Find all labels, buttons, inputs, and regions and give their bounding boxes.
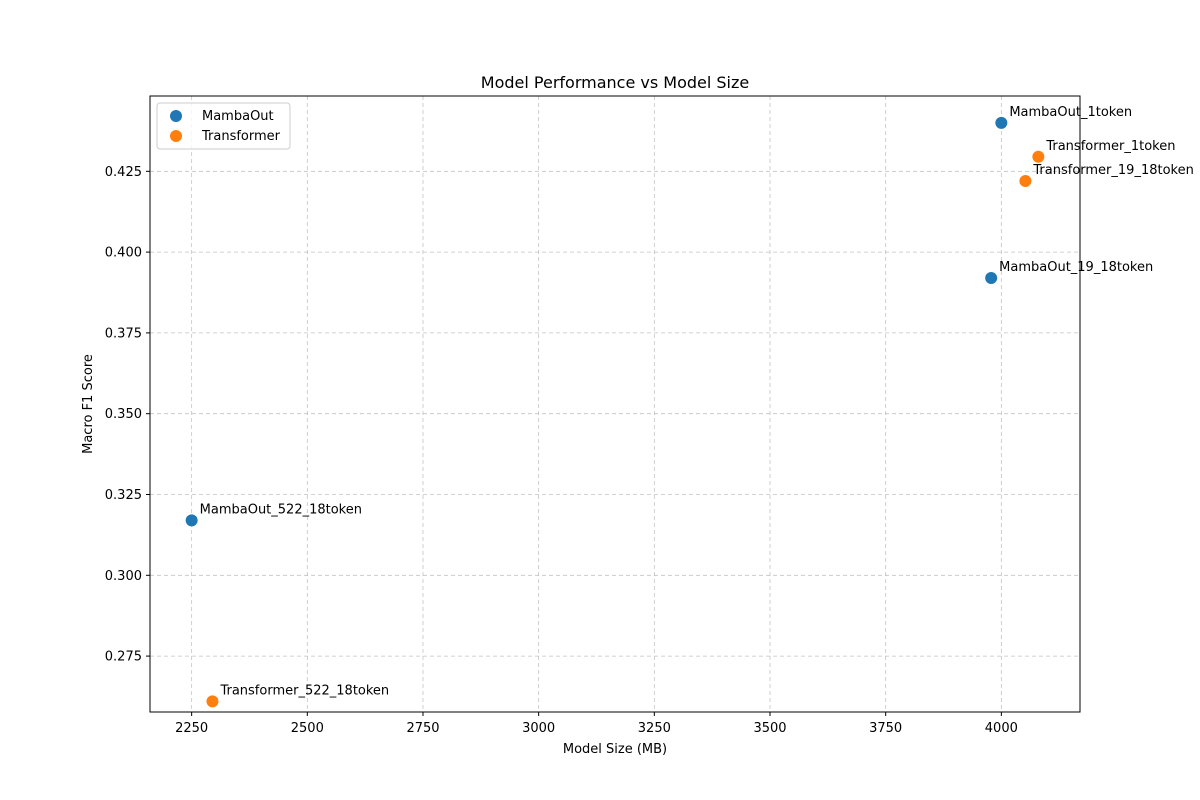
- legend-marker-transformer: [170, 130, 182, 142]
- x-tick-label: 2500: [291, 721, 324, 736]
- y-tick-label: 0.325: [105, 488, 142, 503]
- x-tick-label: 2250: [175, 721, 208, 736]
- data-point-label: MambaOut_522_18token: [200, 502, 362, 517]
- legend: MambaOut Transformer: [156, 102, 291, 150]
- data-point: [985, 271, 998, 284]
- x-tick-label: 3750: [869, 721, 902, 736]
- y-tick-label: 0.425: [105, 165, 142, 180]
- data-point: [995, 116, 1008, 129]
- chart-title: Model Performance vs Model Size: [481, 73, 749, 92]
- y-tick-label: 0.350: [105, 407, 142, 422]
- y-axis-label: Macro F1 Score: [81, 354, 96, 454]
- data-point: [1032, 150, 1045, 163]
- y-axis-ticks: 0.275 0.300 0.325 0.350 0.375 0.400 0.425: [105, 165, 150, 665]
- x-tick-label: 4000: [985, 721, 1018, 736]
- y-tick-label: 0.300: [105, 569, 142, 584]
- grid-lines: [150, 96, 1080, 712]
- legend-box: [156, 102, 291, 150]
- data-points: MambaOut_1token MambaOut_19_18token MambaO…: [185, 105, 1194, 708]
- data-point-label: MambaOut_19_18token: [999, 260, 1153, 275]
- x-axis-ticks: 2250 2500 2750 3000 3250 3500 3750 4000: [175, 712, 1018, 736]
- data-point: [1019, 174, 1032, 187]
- x-tick-label: 2750: [406, 721, 439, 736]
- data-point-label: MambaOut_1token: [1009, 105, 1132, 120]
- data-point-label: Transformer_1token: [1045, 139, 1175, 154]
- legend-label-mambaout: MambaOut: [202, 109, 274, 124]
- y-tick-label: 0.275: [105, 650, 142, 665]
- plot-area: [149, 95, 1081, 713]
- y-tick-label: 0.400: [105, 246, 142, 261]
- data-point-label: Transformer_19_18token: [1032, 163, 1193, 178]
- x-tick-label: 3000: [522, 721, 555, 736]
- x-tick-label: 3500: [753, 721, 786, 736]
- data-point: [185, 514, 198, 527]
- data-point-label: Transformer_522_18token: [219, 683, 389, 698]
- legend-label-transformer: Transformer: [201, 129, 281, 144]
- x-axis-label: Model Size (MB): [563, 742, 667, 757]
- x-tick-label: 3250: [638, 721, 671, 736]
- legend-marker-mambaout: [170, 110, 182, 122]
- data-point: [206, 695, 219, 708]
- y-tick-label: 0.375: [105, 326, 142, 341]
